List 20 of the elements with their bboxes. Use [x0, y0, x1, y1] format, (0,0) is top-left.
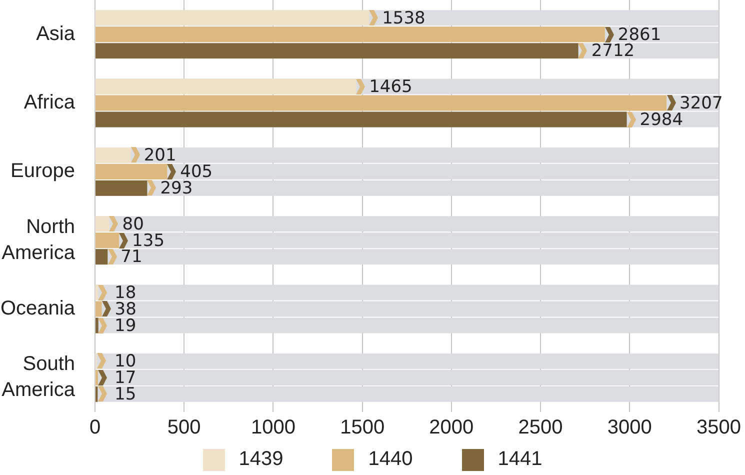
legend-label: 1441 [498, 448, 542, 471]
data-label: 1538 [382, 8, 426, 28]
x-tick-label: 500 [167, 416, 201, 439]
data-label: 201 [144, 146, 176, 166]
x-tick-label: 1500 [340, 416, 385, 439]
y-tick-label: Europe [10, 160, 75, 182]
legend-label: 1440 [368, 448, 413, 471]
y-tick-label: Asia [36, 22, 76, 45]
y-tick-label: South America [2, 353, 76, 402]
x-tick-label: 3000 [607, 416, 652, 439]
y-tick-label: North America [2, 216, 76, 264]
x-tick-label: 1000 [250, 416, 296, 439]
y-tick-label: Africa [24, 92, 76, 114]
legend-label: 1439 [238, 448, 284, 471]
data-label: 1465 [369, 76, 412, 97]
x-tick-label: 0 [89, 416, 101, 439]
x-tick-label: 2500 [518, 416, 563, 439]
x-tick-label: 3500 [696, 416, 742, 439]
x-tick-label: 2000 [429, 416, 474, 439]
y-tick-label: Oceania [0, 298, 76, 320]
